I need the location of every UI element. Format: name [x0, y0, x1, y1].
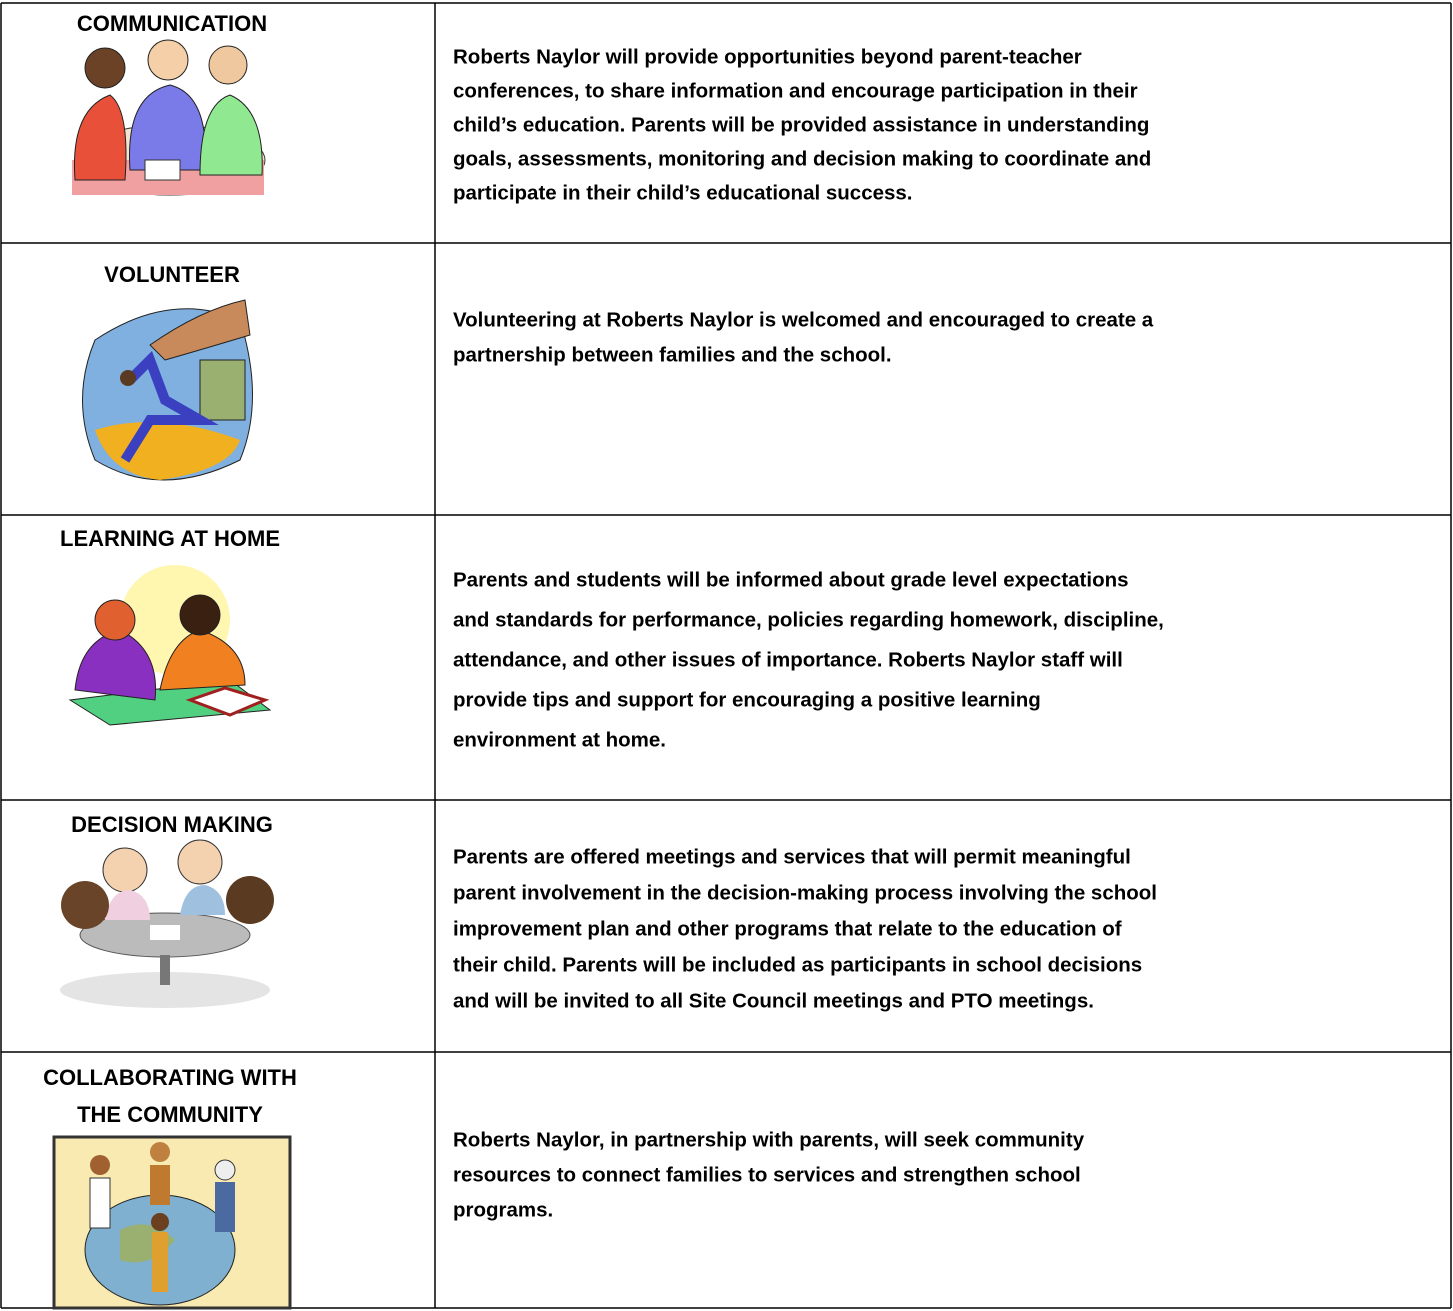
communication-clipart [72, 39, 266, 196]
row-text: Parents are offered meetings and service… [453, 845, 1131, 868]
row-text: parent involvement in the decision-makin… [453, 881, 1157, 904]
community-clipart [52, 1135, 292, 1310]
row-text: Volunteering at Roberts Naylor is welcom… [453, 308, 1154, 331]
row-text: conferences, to share information and en… [453, 79, 1138, 102]
row-text: attendance, and other issues of importan… [453, 648, 1123, 671]
row-text: provide tips and support for encouraging… [453, 688, 1041, 711]
row-text: environment at home. [453, 728, 666, 751]
row-text: and will be invited to all Site Council … [453, 989, 1094, 1012]
row-text: resources to connect families to service… [453, 1163, 1081, 1186]
row-title: LEARNING AT HOME [60, 526, 280, 551]
decision-clipart [60, 839, 274, 1008]
row-title: COMMUNICATION [77, 11, 267, 36]
row-title: THE COMMUNITY [77, 1102, 263, 1127]
row-text: their child. Parents will be included as… [453, 953, 1142, 976]
row-text: improvement plan and other programs that… [453, 917, 1122, 940]
row-text: partnership between families and the sch… [453, 343, 892, 366]
row-text: Roberts Naylor, in partnership with pare… [453, 1128, 1085, 1151]
row-text: child’s education. Parents will be provi… [453, 113, 1149, 136]
row-title: DECISION MAKING [71, 812, 273, 837]
row-text: and standards for performance, policies … [453, 608, 1164, 631]
learning-clipart [68, 565, 272, 726]
row-text: Parents and students will be informed ab… [453, 568, 1129, 591]
row-text: programs. [453, 1198, 553, 1221]
volunteer-clipart [82, 299, 253, 481]
row-text: Roberts Naylor will provide opportunitie… [453, 45, 1082, 68]
row-title: COLLABORATING WITH [43, 1065, 297, 1090]
row-title: VOLUNTEER [104, 262, 240, 287]
row-text: participate in their child’s educational… [453, 181, 913, 204]
row-text: goals, assessments, monitoring and decis… [453, 147, 1151, 170]
